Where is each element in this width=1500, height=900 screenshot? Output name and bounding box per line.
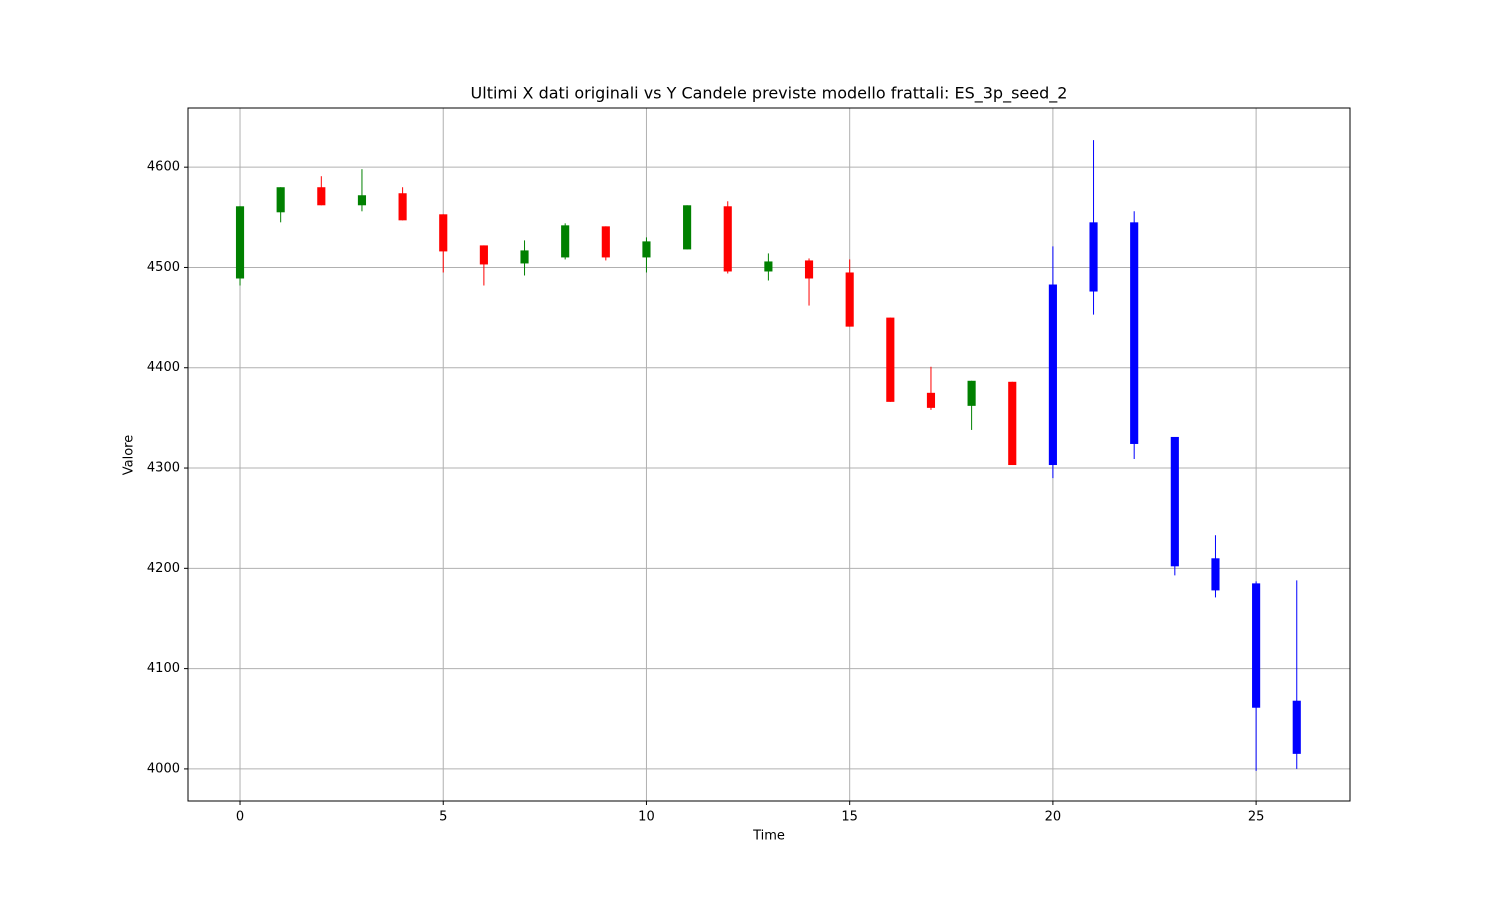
- y-tick-label: 4200: [147, 561, 180, 576]
- candle-body: [561, 225, 570, 258]
- plot-area: [188, 108, 1350, 801]
- x-tick-label: 25: [1248, 810, 1265, 825]
- candle-body: [926, 392, 936, 408]
- y-axis-label: Valore: [122, 435, 137, 475]
- candle-body: [1089, 222, 1098, 292]
- candle-body: [276, 187, 285, 213]
- candle-body: [1008, 381, 1017, 466]
- candle-body: [1130, 222, 1139, 444]
- candle-body: [398, 193, 407, 221]
- candle-body: [520, 250, 529, 264]
- y-tick-label: 4600: [147, 160, 180, 175]
- candle-body: [1252, 583, 1261, 708]
- candle-body: [439, 214, 448, 252]
- y-tick-label: 4400: [147, 360, 180, 375]
- y-tick-label: 4100: [147, 661, 180, 676]
- y-tick-label: 4500: [147, 260, 180, 275]
- candle-body: [479, 245, 488, 265]
- candle-body: [845, 272, 854, 327]
- plot-frame: [187, 107, 1351, 802]
- candle-body: [1211, 558, 1220, 591]
- x-tick-label: 10: [638, 810, 655, 825]
- y-tick-label: 4000: [147, 761, 180, 776]
- candle-body: [804, 260, 814, 279]
- candle-body: [967, 380, 976, 406]
- candle-body: [1048, 284, 1057, 466]
- x-axis-label: Time: [752, 829, 785, 844]
- candle-body: [1170, 436, 1179, 567]
- candle-body: [886, 317, 895, 402]
- candle-body: [357, 195, 367, 206]
- x-tick-label: 0: [236, 810, 244, 825]
- candle-body: [683, 205, 692, 250]
- x-tick-label: 5: [439, 810, 447, 825]
- candle-body: [601, 226, 610, 258]
- candle-body: [723, 206, 732, 272]
- y-tick-label: 4300: [147, 461, 180, 476]
- candle-body: [642, 241, 651, 258]
- candle-body: [764, 261, 773, 272]
- candle-body: [235, 206, 245, 279]
- chart-title: Ultimi X dati originali vs Y Candele pre…: [471, 84, 1068, 104]
- x-tick-label: 20: [1045, 810, 1062, 825]
- candle-body: [1292, 700, 1301, 754]
- x-tick-label: 15: [841, 810, 858, 825]
- candle-body: [317, 187, 326, 206]
